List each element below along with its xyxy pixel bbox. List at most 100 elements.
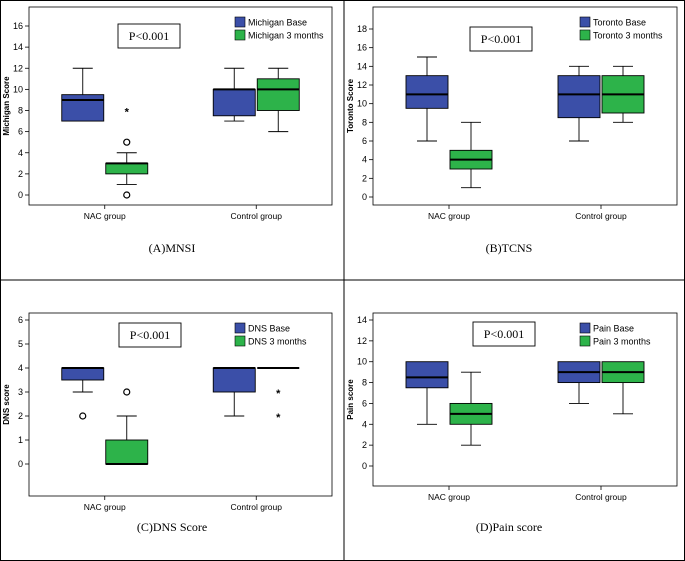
y-tick-label: 18 <box>357 24 367 34</box>
y-tick-label: 14 <box>357 315 367 325</box>
outlier-star: * <box>276 412 281 424</box>
y-tick-label: 8 <box>362 117 367 127</box>
box-followup-nac <box>449 371 493 446</box>
outlier-circle <box>79 412 87 420</box>
y-tick-label: 0 <box>18 190 23 200</box>
legend-entry: DNS 3 months <box>248 337 307 347</box>
box-followup-nac: * <box>105 107 149 199</box>
legend-entry: DNS Base <box>248 324 290 334</box>
p-value-box <box>117 23 181 49</box>
box-followup-control <box>601 361 645 415</box>
legend-swatch <box>579 322 591 334</box>
outlier-circle <box>123 388 131 396</box>
y-tick-label: 5 <box>18 339 23 349</box>
p-value-label: P<0.001 <box>481 32 521 46</box>
box-followup-control: ** <box>257 367 300 424</box>
y-tick-label: 3 <box>18 387 23 397</box>
y-tick-label: 10 <box>13 84 23 94</box>
x-category-label: NAC group <box>428 211 470 221</box>
y-tick-label: 4 <box>362 155 367 165</box>
box-base-nac <box>61 67 105 122</box>
box-followup-nac <box>449 121 493 189</box>
box-iqr <box>61 367 105 381</box>
box-iqr <box>105 162 149 175</box>
y-tick-label: 12 <box>13 63 23 73</box>
legend-swatch <box>234 29 246 41</box>
y-tick-label: 6 <box>18 315 23 325</box>
y-tick-label: 4 <box>362 419 367 429</box>
y-tick-label: 10 <box>357 99 367 109</box>
box-iqr <box>557 75 601 119</box>
p-value-box <box>118 322 182 348</box>
x-category-label: Control group <box>575 492 627 502</box>
box-iqr <box>105 439 149 465</box>
y-tick-label: 16 <box>357 43 367 53</box>
y-axis-label: Pain score <box>346 379 355 420</box>
box-base-control <box>557 361 601 404</box>
y-tick-label: 14 <box>357 61 367 71</box>
panel-D: 0 2 4 6 8 10 12 14 Pain score NAC group Control gr… <box>346 312 678 534</box>
y-tick-label: 6 <box>362 398 367 408</box>
outlier-circle <box>123 191 131 199</box>
box-base-nac <box>405 361 449 425</box>
legend-swatch <box>579 335 591 347</box>
y-axis-label: DNS score <box>2 384 11 425</box>
y-tick-label: 12 <box>357 336 367 346</box>
y-tick-label: 16 <box>13 21 23 31</box>
legend-entry: Pain Base <box>593 324 634 334</box>
y-tick-label: 8 <box>362 378 367 388</box>
p-value-label: P<0.001 <box>129 29 169 43</box>
p-value-box <box>469 26 533 52</box>
panel-caption: (A)MNSI <box>149 241 196 255</box>
x-category-label: NAC group <box>84 211 126 221</box>
plot-frame <box>28 6 333 206</box>
y-tick-label: 2 <box>362 173 367 183</box>
legend-entry: Toronto Base <box>593 18 646 28</box>
box-base-control <box>212 67 256 122</box>
y-tick-label: 8 <box>18 106 23 116</box>
legend-swatch <box>234 16 246 28</box>
y-tick-label: 0 <box>362 461 367 471</box>
x-category-label: Control group <box>230 211 282 221</box>
y-tick-label: 10 <box>357 357 367 367</box>
box-iqr <box>405 75 449 109</box>
box-followup-control <box>601 65 645 123</box>
legend-swatch <box>234 322 246 334</box>
y-tick-label: 6 <box>18 127 23 137</box>
y-tick-label: 14 <box>13 42 23 52</box>
panel-caption: (D)Pain score <box>476 520 542 534</box>
legend-swatch <box>579 16 591 28</box>
legend-swatch <box>234 335 246 347</box>
panel-caption: (C)DNS Score <box>137 520 207 534</box>
legend-swatch <box>579 29 591 41</box>
outlier-circle <box>123 138 131 146</box>
p-value-box <box>472 321 536 347</box>
box-base-control <box>212 367 256 417</box>
box-iqr <box>256 78 300 111</box>
x-category-label: NAC group <box>84 502 126 512</box>
panel-B: 0 2 4 6 8 10 12 14 16 18 Toronto Score NAC group Con… <box>346 6 678 255</box>
plot-frame <box>28 312 333 497</box>
box-iqr <box>405 361 449 389</box>
plot-frame <box>372 312 678 487</box>
box-iqr <box>212 88 256 117</box>
y-tick-label: 2 <box>18 169 23 179</box>
x-category-label: NAC group <box>428 492 470 502</box>
outlier-star: * <box>125 107 130 119</box>
legend-entry: Michigan Base <box>248 18 307 28</box>
box-base-control <box>557 65 601 142</box>
box-base-nac <box>405 56 449 142</box>
legend-entry: Michigan 3 months <box>248 31 324 41</box>
y-tick-label: 12 <box>357 80 367 90</box>
box-base-nac <box>61 367 105 420</box>
p-value-label: P<0.001 <box>130 328 170 342</box>
y-axis-label: Michigan Score <box>2 76 11 136</box>
legend-entry: Pain 3 months <box>593 337 651 347</box>
p-value-label: P<0.001 <box>484 327 524 341</box>
legend-entry: Toronto 3 months <box>593 31 663 41</box>
y-axis-label: Toronto Score <box>346 78 355 133</box>
y-tick-label: 0 <box>18 459 23 469</box>
x-category-label: Control group <box>575 211 627 221</box>
y-tick-label: 2 <box>18 411 23 421</box>
